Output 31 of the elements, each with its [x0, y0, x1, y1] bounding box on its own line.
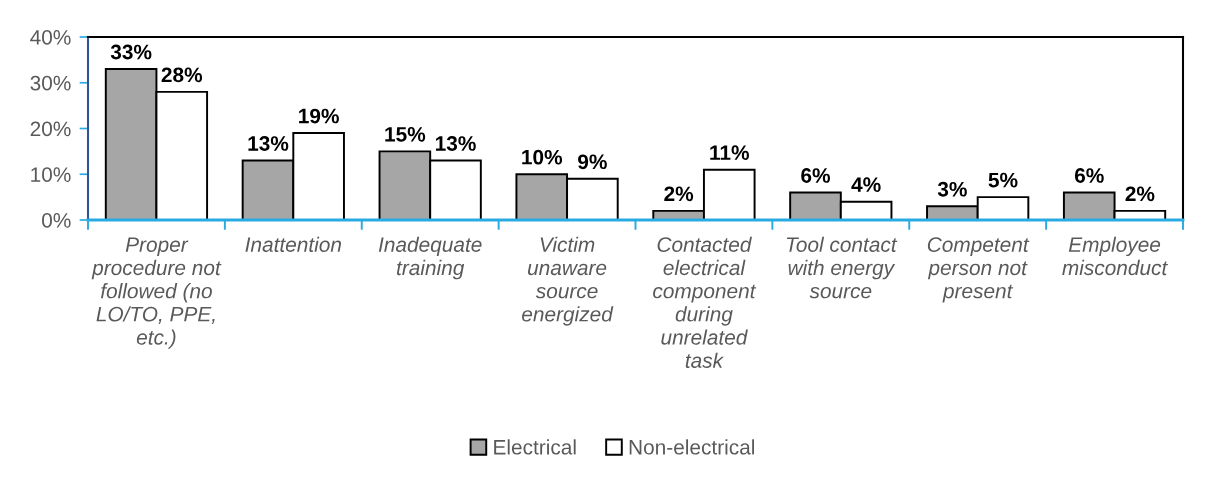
legend-label: Electrical: [494, 439, 576, 455]
data-label: 6%: [801, 168, 830, 183]
y-tick-label: 30%: [30, 75, 71, 91]
y-tick-label: 20%: [30, 121, 71, 137]
data-label: 33%: [110, 44, 152, 60]
data-label: 6%: [1074, 168, 1104, 183]
data-label: 28%: [161, 67, 203, 83]
x-tick-label: Tool contact with energy source: [786, 236, 898, 299]
data-label: 10%: [522, 149, 563, 165]
x-tick-label: Competent person not present: [927, 237, 1030, 303]
x-tick-label: Proper procedure not followed (no LO/TO, PPE, etc.): [91, 237, 222, 349]
data-label: 2%: [664, 186, 694, 202]
x-tick-label: Contacted electrical component during unrelated task: [653, 236, 757, 368]
data-label: 9%: [578, 154, 607, 170]
data-label: 11%: [710, 145, 749, 160]
data-label: 19%: [299, 108, 339, 124]
x-tick-label: Inadequate training: [378, 236, 482, 280]
data-label: 4%: [851, 177, 881, 192]
y-tick-label: 0%: [42, 213, 71, 228]
data-label: 13%: [435, 136, 476, 151]
legend-label: Non-electrical: [629, 439, 754, 455]
data-label: 15%: [385, 127, 426, 142]
data-label: 13%: [248, 136, 289, 151]
x-tick-label: Employee misconduct: [1062, 236, 1168, 276]
x-tick-label: Victim unaware source energized: [522, 236, 614, 326]
data-label: 2%: [1125, 186, 1155, 202]
y-tick-label: 40%: [30, 30, 71, 45]
data-label: 5%: [988, 172, 1018, 188]
y-tick-label: 10%: [31, 167, 71, 182]
x-tick-label: Inattention: [245, 236, 342, 252]
data-label: 3%: [937, 181, 967, 197]
